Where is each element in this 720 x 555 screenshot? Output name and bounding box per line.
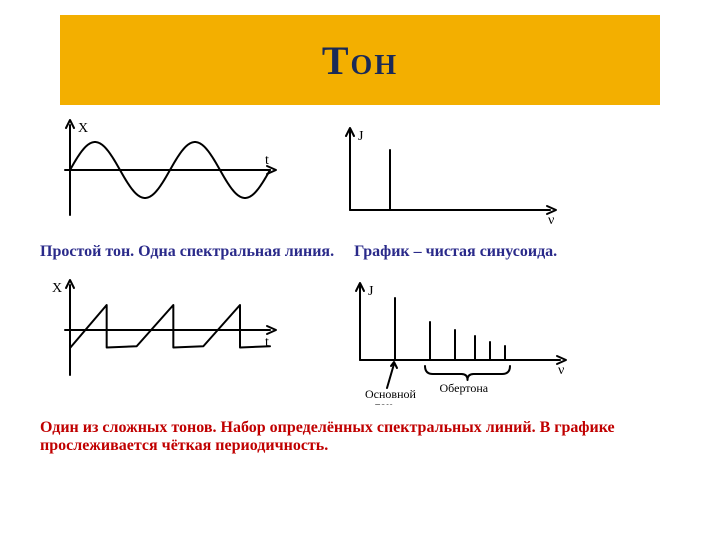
svg-text:t: t [265,335,269,350]
svg-text:ν: ν [558,363,564,378]
svg-text:ν: ν [548,213,554,225]
caption-complex: Один из сложных тонов. Набор определённы… [0,415,720,459]
svg-text:X: X [52,281,62,296]
chart-spectrum-complex: Jν Основнойтон Обертона [320,275,580,405]
chart-spectrum-simple: Jν [320,115,560,225]
svg-text:t: t [265,153,269,168]
svg-text:X: X [78,121,88,136]
title-banner: Тон [60,15,660,105]
caption-simple: Простой тон. Одна спектральная линия. Гр… [0,235,720,265]
chart-sawtooth: Xt [40,275,280,405]
row-complex-tone: Xt Jν Основнойтон Обертона [0,265,720,415]
chart-sine: Xt [40,115,280,225]
caption-simple-a: Простой тон. Одна спектральная линия. [40,243,334,260]
row-simple-tone: Xt Jν [0,105,720,235]
svg-text:Обертона: Обертона [440,381,489,395]
svg-text:J: J [358,129,364,144]
caption-simple-b: График – чистая синусоида. [354,243,557,260]
svg-text:Основнойтон: Основнойтон [365,387,417,405]
page-title: Тон [322,37,398,84]
svg-text:J: J [368,284,374,299]
